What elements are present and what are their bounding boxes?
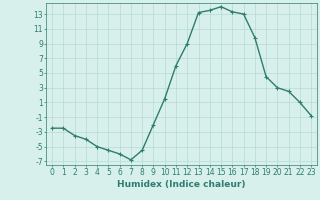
X-axis label: Humidex (Indice chaleur): Humidex (Indice chaleur)	[117, 180, 246, 189]
